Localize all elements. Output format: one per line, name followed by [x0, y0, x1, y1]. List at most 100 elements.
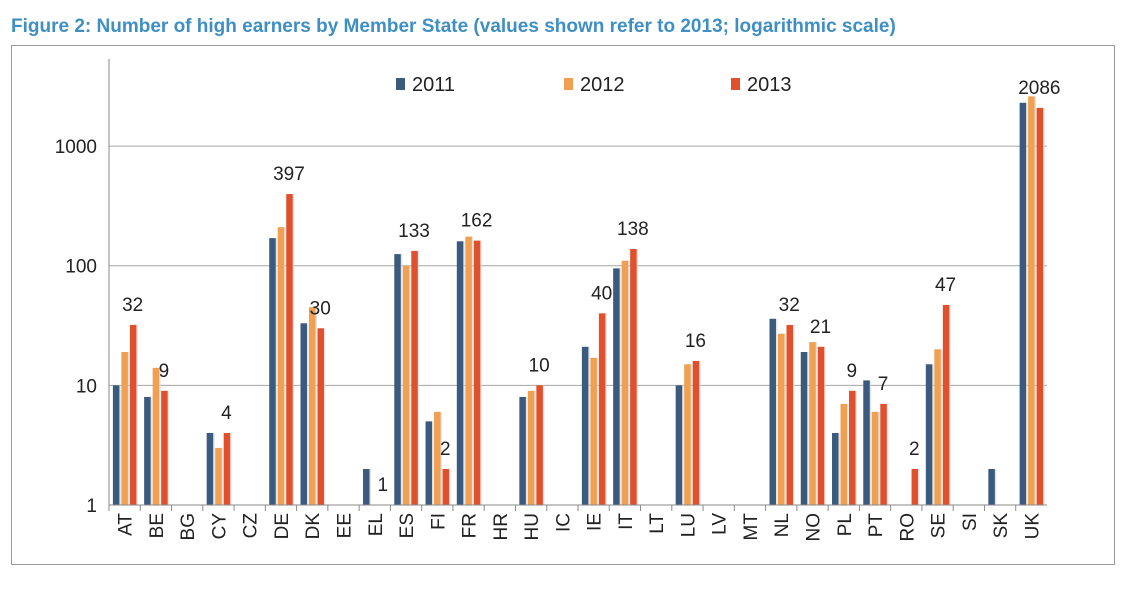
bar-NO-2012 [809, 342, 816, 505]
bar-LU-2011 [675, 385, 683, 505]
data-label-UK: 2086 [1018, 78, 1060, 99]
chart-frame [11, 45, 1115, 565]
legend-swatch-2011 [396, 78, 405, 90]
x-tick-label: NO [804, 513, 825, 542]
bar-BE-2011 [144, 396, 151, 505]
bar-RO-2013 [911, 468, 919, 505]
data-label-HU: 10 [529, 355, 550, 376]
bar-NO-2013 [817, 346, 825, 505]
x-tick-label: ES [397, 513, 418, 538]
data-label-FR: 162 [461, 211, 493, 232]
y-tick-label: 100 [65, 257, 97, 278]
bar-NL-2012 [777, 333, 785, 505]
x-tick-label: IC [553, 513, 574, 532]
x-tick-label: DE [272, 513, 293, 539]
bar-ES-2012 [402, 265, 410, 505]
x-tick-label: LT [647, 513, 668, 534]
gridlines [109, 145, 1047, 386]
bar-DK-2013 [317, 328, 324, 505]
y-tick-label: 1000 [55, 137, 97, 158]
bar-DK-2011 [300, 323, 307, 505]
bar-FI-2013 [442, 468, 450, 505]
legend-label-2011: 2011 [412, 74, 455, 96]
x-tick-label: IT [616, 513, 637, 530]
bar-NL-2011 [769, 318, 776, 505]
bar-IT-2013 [630, 248, 637, 506]
data-label-NO: 21 [810, 317, 831, 338]
bar-HU-2013 [536, 385, 543, 505]
bar-DE-2013 [286, 194, 293, 505]
x-tick-label: PT [866, 513, 887, 538]
x-tick-label: LU [678, 513, 699, 537]
data-label-PL: 9 [846, 361, 857, 382]
x-tick-label: AT [116, 513, 137, 536]
bar-NO-2011 [800, 352, 808, 505]
x-tick-label: LV [710, 513, 731, 535]
data-label-LU: 16 [685, 331, 706, 352]
bar-CY-2011 [206, 432, 214, 505]
bar-PT-2012 [871, 411, 879, 505]
x-tick-label: SE [929, 513, 950, 538]
figure-title: Figure 2: Number of high earners by Memb… [11, 16, 896, 37]
x-tick-label: SK [991, 513, 1012, 539]
bar-UK-2011 [1019, 102, 1027, 505]
bar-SE-2013 [942, 304, 950, 505]
legend-label-2012: 2012 [580, 74, 625, 96]
bar-FR-2013 [473, 240, 481, 505]
bar-IE-2013 [598, 313, 606, 505]
x-tick-label: UK [1022, 513, 1043, 540]
bar-IT-2011 [613, 268, 620, 505]
bar-IT-2012 [621, 260, 629, 505]
x-tick-label: BG [178, 513, 199, 540]
data-label-NL: 32 [779, 295, 800, 316]
data-label-IE: 40 [591, 283, 612, 304]
bars [112, 96, 1045, 506]
bar-AT-2011 [112, 385, 120, 505]
data-label-AT: 32 [122, 295, 143, 316]
x-tick-label: BE [147, 513, 168, 538]
x-tick-label: RO [897, 513, 918, 542]
x-tick-label: FR [460, 513, 481, 538]
bar-FI-2012 [434, 411, 441, 505]
y-tick-label: 10 [76, 376, 97, 397]
x-tick-label: IE [585, 513, 606, 531]
bar-UK-2012 [1028, 96, 1035, 505]
data-label-CY: 4 [221, 403, 232, 424]
bar-CY-2013 [223, 432, 231, 505]
bar-PL-2013 [849, 390, 856, 505]
x-tick-label: SI [960, 513, 981, 531]
x-tick-label: EE [335, 513, 356, 538]
bar-FI-2011 [425, 421, 433, 505]
x-tick-label: FI [428, 513, 449, 530]
x-tick-label: EL [366, 513, 387, 536]
data-label-ES: 133 [398, 221, 430, 242]
bar-CY-2012 [215, 447, 222, 505]
x-tick-label: HU [522, 513, 543, 540]
bar-UK-2013 [1036, 107, 1044, 506]
bar-DE-2012 [277, 227, 285, 505]
legend: 2011 2012 2013 [396, 74, 792, 96]
legend-label-2013: 2013 [747, 74, 792, 96]
bar-ES-2013 [411, 250, 418, 505]
bar-DK-2012 [308, 307, 316, 505]
bar-IE-2012 [590, 357, 597, 505]
bar-SK-2011 [988, 468, 995, 505]
x-tick-label: HR [491, 513, 512, 540]
x-tick-label: DK [303, 513, 324, 540]
data-label-IT: 138 [617, 219, 649, 240]
data-label-RO: 2 [909, 439, 920, 460]
bar-HU-2012 [527, 390, 535, 505]
bar-AT-2012 [121, 352, 128, 505]
x-tick-label: CY [209, 513, 230, 540]
bar-PT-2011 [863, 380, 870, 505]
bar-FR-2011 [456, 241, 464, 506]
bar-PT-2013 [880, 403, 887, 505]
axes: 1 10 100 1000 AT BE BG CY CZ DE DK EE EL ES FI FR HR HU IC… [55, 59, 1047, 542]
bar-chart: 1 10 100 1000 AT BE BG CY CZ DE DK EE EL ES FI FR HR HU IC… [55, 59, 1061, 542]
bar-SE-2011 [925, 364, 933, 505]
bar-EL-2011 [363, 468, 370, 505]
x-tick-label: CZ [241, 513, 262, 539]
bar-PL-2012 [840, 403, 848, 505]
data-label-SE: 47 [935, 275, 956, 296]
bar-HU-2011 [519, 396, 526, 505]
